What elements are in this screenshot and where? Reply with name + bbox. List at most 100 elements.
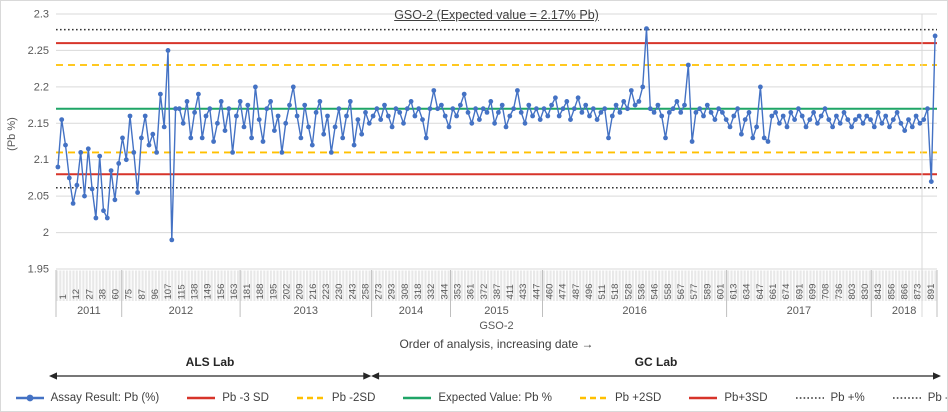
legend-label: Pb -3 SD [222,392,269,404]
assay-series [55,26,938,243]
x-tick-band [56,270,937,301]
svg-text:2: 2 [43,227,49,239]
svg-text:577: 577 [689,284,700,300]
svg-text:27: 27 [84,289,95,300]
legend-label: Pb +% [830,392,865,404]
svg-text:2017: 2017 [787,305,811,317]
svg-text:2011: 2011 [77,305,101,317]
legend-item: Pb+3SD [688,392,768,404]
svg-text:2013: 2013 [294,305,318,317]
x-tick-labels: 1 12 27 38 60 75 87 96 107 115 138 149 156 163 181 188 1… [58,284,937,300]
svg-text:496: 496 [584,284,595,300]
legend-swatch [187,396,216,400]
svg-text:736: 736 [834,284,845,300]
svg-text:474: 474 [558,284,569,300]
svg-text:613: 613 [729,284,740,300]
svg-text:803: 803 [847,284,858,300]
legend-swatch [296,396,325,400]
y-gridlines [56,13,937,270]
svg-text:96: 96 [150,289,161,300]
svg-text:447: 447 [531,284,542,300]
svg-text:344: 344 [439,284,450,300]
svg-text:2.15: 2.15 [28,118,49,130]
svg-text:2016: 2016 [622,305,646,317]
legend-item: Pb +% [795,392,865,404]
svg-text:2018: 2018 [892,305,916,317]
svg-text:258: 258 [360,284,371,300]
svg-text:60: 60 [111,289,122,300]
svg-text:843: 843 [873,284,884,300]
legend-label: Assay Result: Pb (%) [50,392,160,404]
svg-text:2.3: 2.3 [34,9,49,21]
svg-text:361: 361 [466,284,477,300]
svg-text:75: 75 [124,289,135,300]
svg-text:2012: 2012 [169,305,193,317]
svg-text:699: 699 [808,284,819,300]
svg-text:353: 353 [453,284,464,300]
svg-text:163: 163 [229,284,240,300]
svg-text:2.2: 2.2 [34,81,49,93]
y-tick-labels: 2.3 2.25 2.2 2.15 2.1 2.05 2 1.95 [28,9,49,276]
svg-text:691: 691 [794,284,805,300]
svg-text:487: 487 [571,284,582,300]
legend-label: Pb+3SD [724,392,768,404]
svg-text:372: 372 [479,284,490,300]
lab-range-arrows: ALS Lab GC Lab [49,355,941,380]
svg-text:460: 460 [545,284,556,300]
svg-text:12: 12 [71,289,82,300]
svg-text:647: 647 [755,284,766,300]
svg-text:107: 107 [163,284,174,300]
legend-label: Pb -5% [927,392,947,404]
legend-swatch [403,396,432,400]
svg-text:601: 601 [715,284,726,300]
legend-item: Pb -5% [892,392,947,404]
svg-text:830: 830 [860,284,871,300]
svg-text:2.05: 2.05 [28,191,49,203]
svg-text:GC Lab: GC Lab [635,355,678,369]
svg-text:634: 634 [742,284,753,300]
svg-text:536: 536 [637,284,648,300]
svg-text:891: 891 [926,284,937,300]
svg-text:188: 188 [255,284,266,300]
svg-text:558: 558 [663,284,674,300]
svg-text:1.95: 1.95 [28,264,49,276]
svg-text:216: 216 [308,284,319,300]
x-axis-title: Order of analysis, increasing date → [399,337,594,351]
svg-text:589: 589 [702,284,713,300]
svg-text:181: 181 [242,284,253,300]
svg-text:433: 433 [518,284,529,300]
svg-text:511: 511 [597,284,608,299]
svg-text:2014: 2014 [399,305,423,317]
svg-text:115: 115 [176,284,187,299]
svg-text:209: 209 [295,284,306,300]
x-axis-group-title: GSO-2 [479,320,514,332]
svg-text:528: 528 [623,284,634,300]
legend-item: Pb -2SD [296,392,375,404]
svg-text:708: 708 [821,284,832,300]
legend-item: Pb +2SD [579,392,661,404]
reference-lines [56,28,937,189]
svg-text:273: 273 [374,284,385,300]
legend-item: Expected Value: Pb % [402,392,552,404]
svg-text:ALS Lab: ALS Lab [186,355,235,369]
chart-legend: Assay Result: Pb (%) Pb -3 SD Pb -2SD Expec… [15,387,947,409]
legend-label: Pb +2SD [614,392,662,404]
legend-item: Pb -3 SD [186,392,269,404]
svg-text:195: 195 [268,284,279,300]
svg-text:332: 332 [426,284,437,300]
y-axis-title: (Pb %) [6,117,18,151]
svg-text:1: 1 [58,294,69,299]
svg-text:2015: 2015 [484,305,508,317]
svg-text:518: 518 [610,284,621,300]
svg-text:243: 243 [347,284,358,300]
svg-text:661: 661 [768,284,779,300]
svg-text:38: 38 [97,289,108,300]
svg-text:546: 546 [650,284,661,300]
svg-text:411: 411 [505,284,516,299]
svg-text:138: 138 [190,284,201,300]
svg-text:308: 308 [400,284,411,300]
svg-text:567: 567 [676,284,687,300]
legend-swatch [795,397,824,399]
legend-swatch [579,396,608,400]
